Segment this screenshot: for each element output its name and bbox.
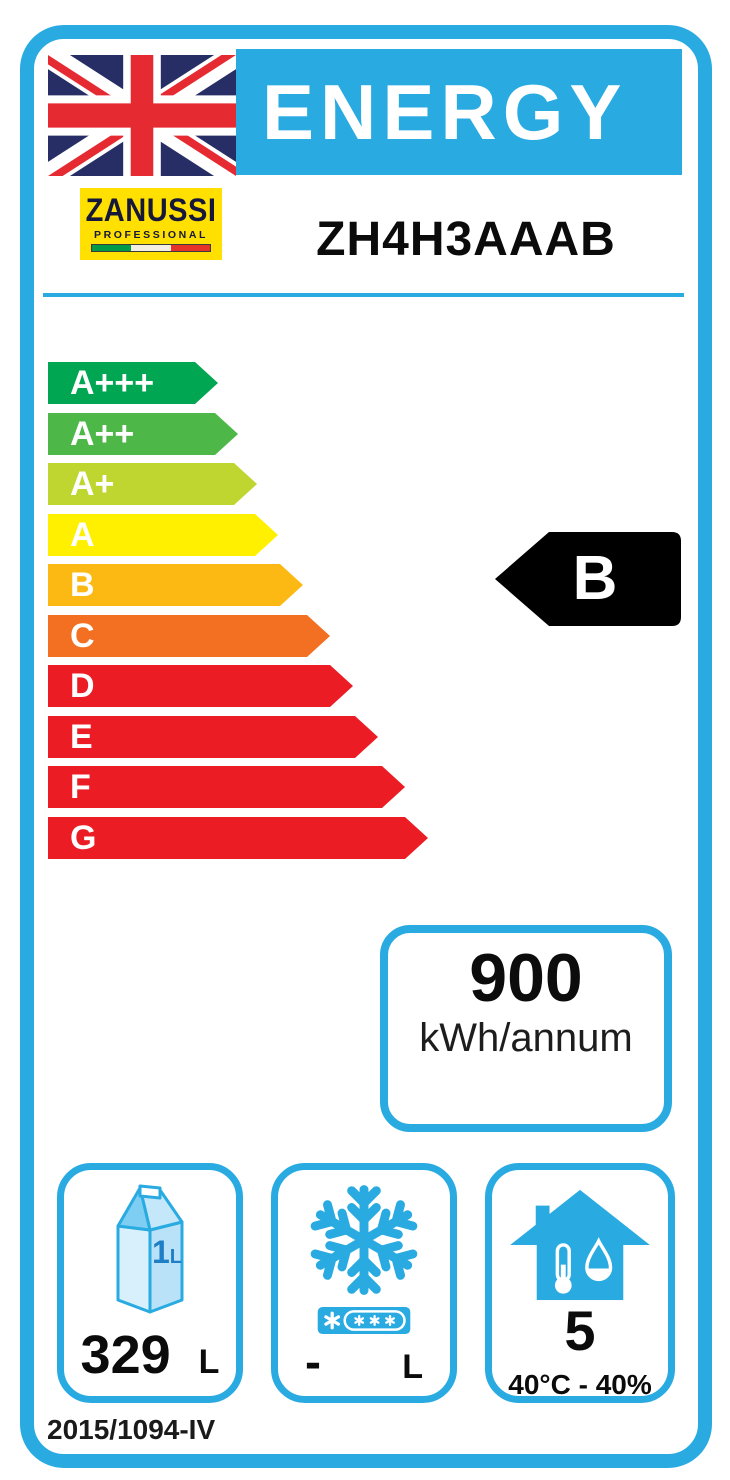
scale-arrow-C: C: [48, 615, 330, 657]
scale-arrow-label: G: [70, 819, 97, 857]
scale-arrow-label: A+: [70, 465, 115, 503]
brand-subtitle: PROFESSIONAL: [93, 228, 209, 241]
fridge-capacity: 329 L: [81, 1328, 220, 1382]
consumption-box: 900 kWh/annum: [380, 925, 672, 1132]
fridge-capacity-box: 1L 329 L: [57, 1163, 243, 1403]
carton-volume-label: 1L: [152, 1234, 183, 1270]
milk-carton-icon: 1L: [102, 1180, 198, 1326]
scale-arrow-label: A: [70, 516, 95, 554]
scale-arrow-App: A++: [48, 413, 238, 455]
scale-arrow-label: F: [70, 768, 91, 806]
brand-logo: ZANUSSI PROFESSIONAL: [80, 188, 222, 260]
scale-arrow-D: D: [48, 665, 353, 707]
scale-arrow-A: A: [48, 514, 278, 556]
union-jack-flag-icon: [48, 55, 236, 176]
freezer-star-rating-icon: [317, 1307, 411, 1339]
water-drop-icon: [585, 1237, 613, 1282]
rating-pointer: B: [493, 528, 683, 630]
model-number: ZH4H3AAAB: [316, 213, 616, 266]
rating-scale: A+++ A++ A+ A B C D E F G: [48, 362, 478, 862]
fridge-capacity-value: 329: [80, 1325, 171, 1385]
header-divider: [43, 293, 684, 297]
regulation-reference: 2015/1094-IV: [47, 1414, 216, 1445]
consumption-value: 900: [469, 940, 583, 1016]
freezer-capacity: - L: [305, 1339, 423, 1387]
brand-name: ZANUSSI: [85, 192, 217, 229]
scale-arrow-B: B: [48, 564, 303, 606]
energy-banner: ENERGY: [236, 49, 682, 175]
freezer-capacity-value: -: [305, 1336, 321, 1389]
label-border: [20, 25, 712, 1468]
climate-condition: 40°C - 40%: [508, 1369, 652, 1400]
house-icon: [506, 1182, 654, 1307]
climate-class-value: 5: [564, 1299, 596, 1362]
scale-arrow-label: C: [70, 617, 95, 655]
scale-arrow-E: E: [48, 716, 378, 758]
scale-arrow-Ap: A+: [48, 463, 257, 505]
thermometer-icon: [554, 1243, 572, 1294]
scale-arrow-G: G: [48, 817, 428, 859]
scale-arrow-Appp: A+++: [48, 362, 218, 404]
scale-arrow-label: A++: [70, 415, 135, 453]
climate-class-box: 5 40°C - 40%: [485, 1163, 675, 1403]
freezer-capacity-box: - L: [271, 1163, 457, 1403]
italian-flag-stripe-icon: [91, 243, 211, 252]
scale-arrow-label: B: [70, 566, 95, 604]
fridge-capacity-unit: L: [198, 1343, 220, 1381]
freezer-capacity-unit: L: [402, 1348, 423, 1386]
scale-arrow-label: E: [70, 718, 93, 756]
scale-arrow-label: A+++: [70, 364, 155, 402]
consumption-unit: kWh/annum: [419, 1016, 633, 1061]
energy-title: ENERGY: [262, 68, 628, 156]
scale-arrow-F: F: [48, 766, 405, 808]
scale-arrow-label: D: [70, 667, 95, 705]
rating-class-letter: B: [572, 544, 618, 613]
snowflake-icon: [308, 1184, 420, 1301]
